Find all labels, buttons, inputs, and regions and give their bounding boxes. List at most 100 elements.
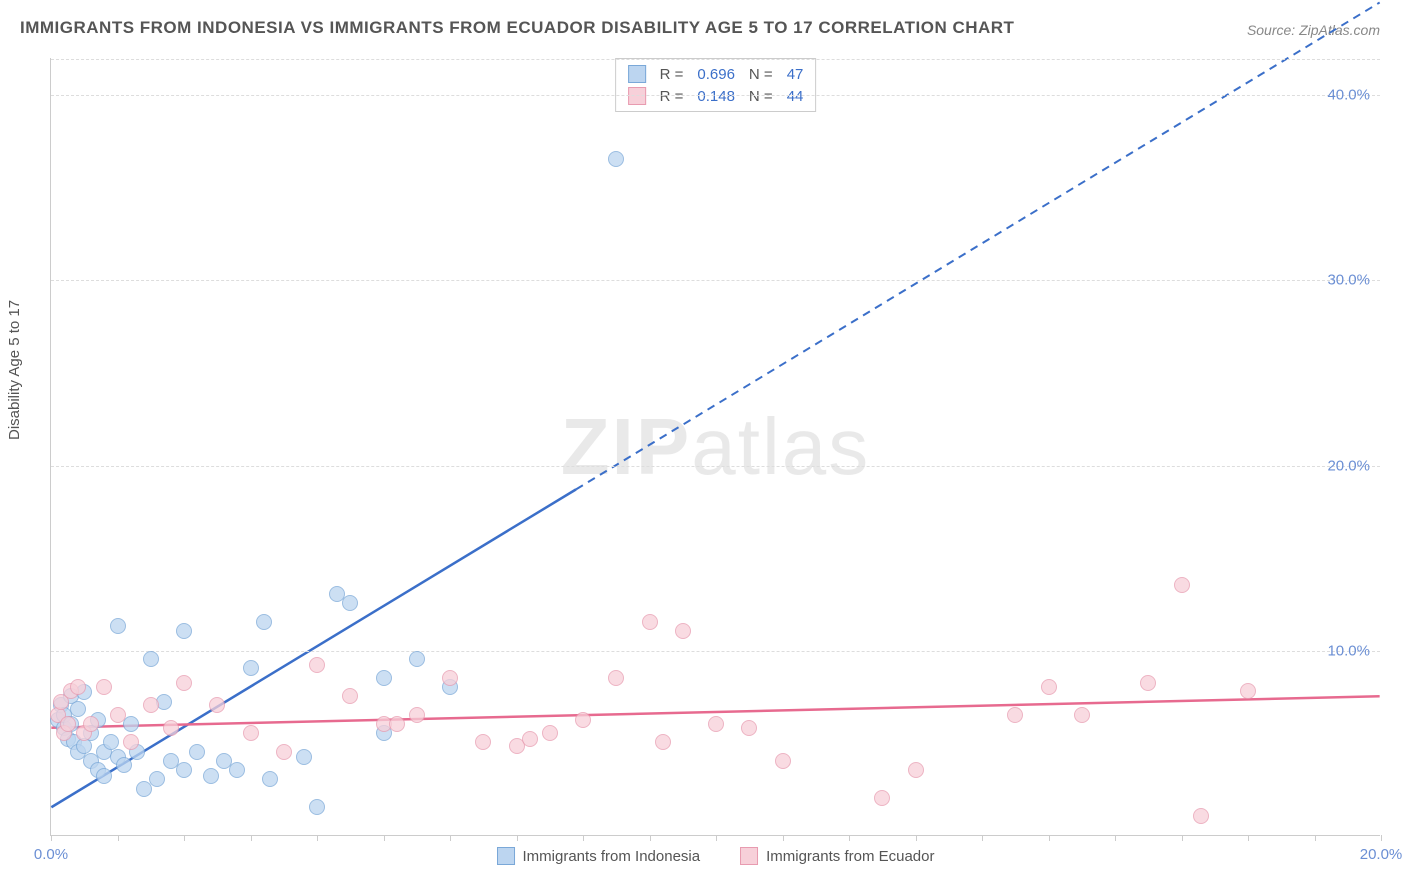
scatter-point xyxy=(608,151,624,167)
legend-n-value: 47 xyxy=(787,66,804,83)
scatter-point xyxy=(409,707,425,723)
scatter-point xyxy=(176,762,192,778)
scatter-point xyxy=(376,670,392,686)
gridline xyxy=(51,95,1380,96)
scatter-point xyxy=(775,753,791,769)
correlation-legend: R =0.696N =47R =0.148N =44 xyxy=(615,58,817,112)
scatter-point xyxy=(96,679,112,695)
scatter-point xyxy=(143,697,159,713)
series-legend-item: Immigrants from Indonesia xyxy=(497,847,701,865)
scatter-point xyxy=(176,675,192,691)
x-tick-mark xyxy=(650,835,651,841)
x-tick-mark xyxy=(118,835,119,841)
gridline xyxy=(51,59,1380,60)
x-tick-mark xyxy=(1315,835,1316,841)
scatter-point xyxy=(256,614,272,630)
scatter-point xyxy=(243,660,259,676)
gridline xyxy=(51,466,1380,467)
scatter-point xyxy=(655,734,671,750)
scatter-point xyxy=(522,731,538,747)
scatter-point xyxy=(123,716,139,732)
x-tick-mark xyxy=(583,835,584,841)
scatter-point xyxy=(209,697,225,713)
scatter-point xyxy=(309,799,325,815)
plot-area: ZIPatlas R =0.696N =47R =0.148N =44 Immi… xyxy=(50,58,1380,836)
scatter-point xyxy=(276,744,292,760)
x-tick-mark xyxy=(517,835,518,841)
chart-title: IMMIGRANTS FROM INDONESIA VS IMMIGRANTS … xyxy=(20,18,1014,38)
legend-r-value: 0.696 xyxy=(697,66,735,83)
scatter-point xyxy=(229,762,245,778)
y-axis-label: Disability Age 5 to 17 xyxy=(6,300,23,440)
scatter-point xyxy=(1074,707,1090,723)
x-tick-label: 20.0% xyxy=(1360,846,1403,863)
scatter-point xyxy=(908,762,924,778)
legend-swatch xyxy=(628,65,646,83)
scatter-point xyxy=(103,734,119,750)
scatter-point xyxy=(110,618,126,634)
scatter-point xyxy=(262,771,278,787)
scatter-point xyxy=(741,720,757,736)
legend-swatch xyxy=(497,847,515,865)
x-tick-mark xyxy=(1115,835,1116,841)
x-tick-mark xyxy=(1248,835,1249,841)
scatter-point xyxy=(1007,707,1023,723)
x-tick-mark xyxy=(783,835,784,841)
scatter-point xyxy=(342,688,358,704)
scatter-point xyxy=(243,725,259,741)
x-tick-mark xyxy=(184,835,185,841)
scatter-point xyxy=(163,720,179,736)
x-tick-mark xyxy=(450,835,451,841)
scatter-point xyxy=(389,716,405,732)
scatter-point xyxy=(176,623,192,639)
scatter-point xyxy=(708,716,724,732)
scatter-point xyxy=(409,651,425,667)
watermark-zip: ZIP xyxy=(561,402,691,491)
scatter-point xyxy=(149,771,165,787)
y-tick-label: 20.0% xyxy=(1327,457,1370,474)
x-tick-mark xyxy=(317,835,318,841)
y-tick-label: 10.0% xyxy=(1327,642,1370,659)
series-legend-label: Immigrants from Ecuador xyxy=(766,848,934,865)
scatter-point xyxy=(1140,675,1156,691)
scatter-point xyxy=(70,679,86,695)
watermark-atlas: atlas xyxy=(691,402,870,491)
x-tick-mark xyxy=(251,835,252,841)
scatter-point xyxy=(83,716,99,732)
scatter-point xyxy=(309,657,325,673)
x-tick-mark xyxy=(916,835,917,841)
x-tick-mark xyxy=(982,835,983,841)
series-legend: Immigrants from Indonesia Immigrants from… xyxy=(497,847,935,865)
scatter-point xyxy=(116,757,132,773)
scatter-point xyxy=(70,701,86,717)
scatter-point xyxy=(60,716,76,732)
x-tick-mark xyxy=(1182,835,1183,841)
scatter-point xyxy=(542,725,558,741)
x-tick-mark xyxy=(384,835,385,841)
scatter-point xyxy=(296,749,312,765)
scatter-point xyxy=(1193,808,1209,824)
scatter-point xyxy=(475,734,491,750)
scatter-point xyxy=(143,651,159,667)
gridline xyxy=(51,651,1380,652)
x-tick-label: 0.0% xyxy=(34,846,68,863)
legend-row: R =0.696N =47 xyxy=(628,63,804,85)
watermark: ZIPatlas xyxy=(561,401,870,493)
scatter-point xyxy=(189,744,205,760)
legend-n-label: N = xyxy=(749,66,773,83)
scatter-point xyxy=(123,734,139,750)
scatter-point xyxy=(96,768,112,784)
x-tick-mark xyxy=(716,835,717,841)
scatter-point xyxy=(642,614,658,630)
x-tick-mark xyxy=(1381,835,1382,841)
scatter-point xyxy=(874,790,890,806)
scatter-point xyxy=(1041,679,1057,695)
scatter-point xyxy=(575,712,591,728)
x-tick-mark xyxy=(849,835,850,841)
scatter-point xyxy=(1174,577,1190,593)
scatter-point xyxy=(1240,683,1256,699)
scatter-point xyxy=(203,768,219,784)
scatter-point xyxy=(110,707,126,723)
scatter-point xyxy=(442,670,458,686)
x-tick-mark xyxy=(51,835,52,841)
